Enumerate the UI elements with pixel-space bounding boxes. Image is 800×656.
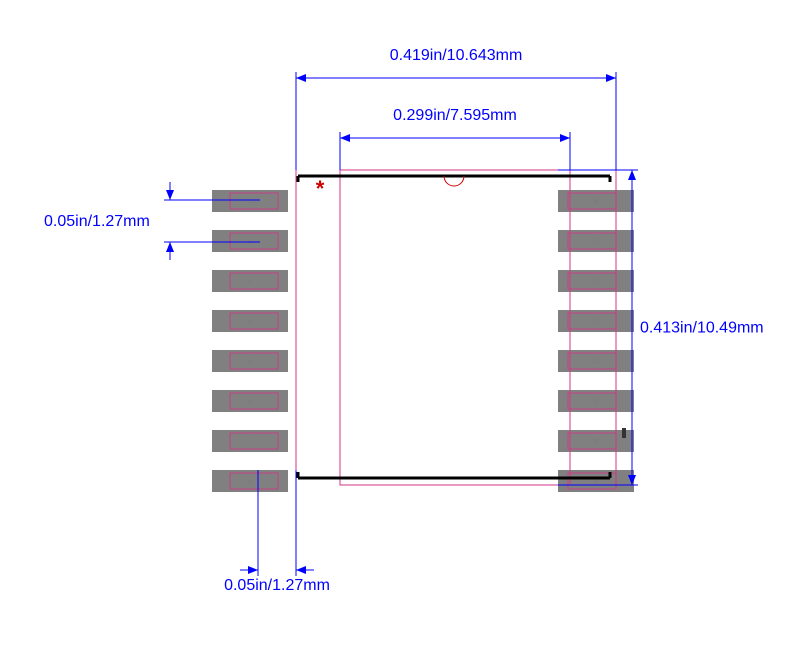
pad-right-label-7: 10 <box>593 439 600 445</box>
dim-left-pitch: 0.05in/1.27mm <box>44 213 150 230</box>
pad-right-label-2: 15 <box>593 239 600 245</box>
pad-right-label-6: 11 <box>593 399 600 405</box>
pad-right-label-3: 14 <box>593 279 600 285</box>
courtyard-inner <box>340 170 570 485</box>
footprint-diagram: 11621531441351261171089*0.419in/10.643mm… <box>0 0 800 656</box>
dim-bottom: 0.05in/1.27mm <box>224 577 330 594</box>
pin1-marker: * <box>316 176 325 201</box>
pad-right-label-5: 12 <box>593 359 600 365</box>
pad-right-label-4: 13 <box>593 319 600 325</box>
side-mark <box>622 428 626 438</box>
dim-top-outer: 0.419in/10.643mm <box>390 47 523 64</box>
dim-right: 0.413in/10.49mm <box>640 320 764 337</box>
pad-right-label-1: 16 <box>593 199 600 205</box>
dim-top-inner: 0.299in/7.595mm <box>393 107 517 124</box>
